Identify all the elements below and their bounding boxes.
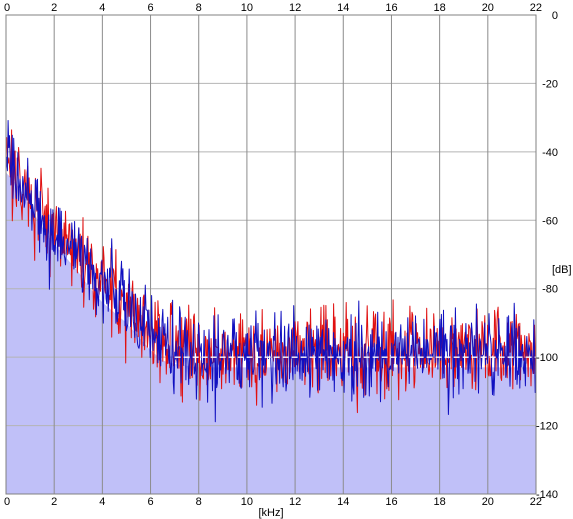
x-tick-label-top-22: 22 (530, 2, 542, 14)
x-tick-label-bottom-4: 4 (99, 496, 105, 508)
y-axis-label: [dB] (552, 264, 572, 276)
y-tick-label-7: -140 (536, 489, 558, 501)
x-tick-label-bottom-20: 20 (482, 496, 494, 508)
x-tick-label-top-2: 2 (51, 2, 57, 14)
x-tick-label-bottom-14: 14 (337, 496, 349, 508)
x-tick-label-bottom-2: 2 (51, 496, 57, 508)
x-tick-label-top-18: 18 (434, 2, 446, 14)
spectrum-fill-area (6, 172, 536, 494)
plot-border (5, 14, 537, 495)
x-tick-label-bottom-12: 12 (289, 496, 301, 508)
y-tick-label-4: -80 (542, 284, 558, 296)
x-tick-label-bottom-8: 8 (196, 496, 202, 508)
y-tick-label-2: -40 (542, 147, 558, 159)
x-tick-label-top-0: 0 (4, 2, 10, 14)
y-tick-label-5: -100 (536, 352, 558, 364)
x-tick-label-top-20: 20 (482, 2, 494, 14)
plot-frame (5, 14, 537, 495)
x-tick-label-bottom-0: 0 (4, 496, 10, 508)
x-tick-label-top-14: 14 (337, 2, 349, 14)
x-tick-label-bottom-16: 16 (385, 496, 397, 508)
x-tick-label-top-16: 16 (385, 2, 397, 14)
fill-area-path (6, 172, 536, 494)
x-tick-label-top-10: 10 (241, 2, 253, 14)
y-tick-label-0: 0 (552, 10, 558, 22)
y-axis-ticks: 0 -20 -40 -60 -80 -100 -120 -140 (536, 10, 558, 501)
x-tick-label-top-8: 8 (196, 2, 202, 14)
y-tick-label-6: -120 (536, 421, 558, 433)
x-tick-label-top-12: 12 (289, 2, 301, 14)
y-tick-label-1: -20 (542, 78, 558, 90)
series-line-2 (5, 120, 537, 423)
x-tick-label-bottom-18: 18 (434, 496, 446, 508)
series-lines (5, 120, 537, 423)
x-tick-label-bottom-6: 6 (147, 496, 153, 508)
x-tick-label-bottom-10: 10 (241, 496, 253, 508)
x-tick-label-top-6: 6 (147, 2, 153, 14)
x-axis-label: [kHz] (258, 507, 283, 519)
y-tick-label-3: -60 (542, 215, 558, 227)
x-tick-label-top-4: 4 (99, 2, 105, 14)
x-tick-label-bottom-22: 22 (530, 496, 542, 508)
